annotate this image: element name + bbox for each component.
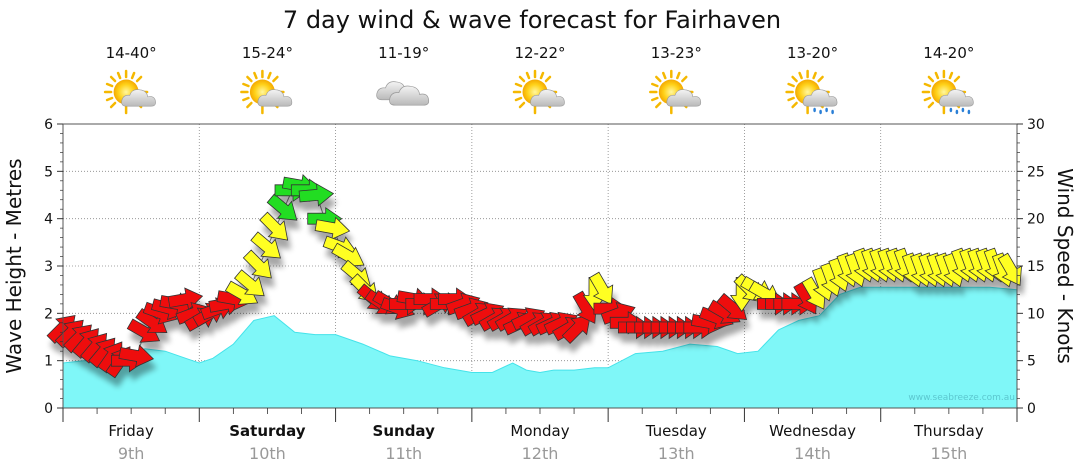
cloudy-icon — [376, 81, 430, 106]
wind-arrow — [997, 252, 1022, 287]
wave-area — [63, 287, 1017, 408]
y2-tick-label: 30 — [1027, 117, 1045, 133]
y-tick-label: 3 — [44, 259, 53, 275]
date-label: 9th — [118, 444, 145, 463]
day-label: Thursday — [913, 422, 984, 440]
wave-height-series — [62, 286, 1018, 408]
partly-cloudy-icon — [240, 69, 293, 115]
wind-arrow — [314, 216, 351, 240]
y2-tick-label: 5 — [1027, 354, 1036, 370]
rain-drop — [831, 109, 834, 115]
partly-cloudy-icon — [103, 69, 156, 115]
showers-icon — [785, 69, 838, 115]
wind-arrow — [298, 183, 335, 207]
plot-area — [46, 123, 1022, 409]
y2-tick-label: 0 — [1027, 401, 1036, 417]
rain-drop — [813, 107, 816, 113]
y-tick-label: 5 — [44, 164, 53, 180]
rain-drops — [813, 107, 834, 115]
wind-arrow — [588, 271, 614, 306]
temp-range: 13-23° — [651, 44, 702, 62]
rain-drop — [967, 109, 971, 115]
date-label: 10th — [249, 444, 286, 463]
wind-arrow — [242, 249, 272, 279]
day-label: Monday — [510, 422, 569, 440]
temp-range: 12-22° — [514, 44, 565, 62]
y-tick-label: 1 — [44, 354, 53, 370]
chart-title: 7 day wind & wave forecast for Fairhaven — [283, 6, 781, 34]
date-label: 11th — [385, 444, 422, 463]
temp-range: 14-20° — [923, 44, 974, 62]
temp-range: 15-24° — [242, 44, 293, 62]
wind-arrow — [259, 211, 289, 241]
rain-drops — [949, 107, 971, 115]
rain-drop — [819, 109, 822, 115]
y-tick-label: 4 — [44, 212, 53, 228]
y-tick-label: 0 — [44, 401, 53, 417]
wind-arrow — [561, 314, 591, 344]
y2-axis-title: Wind Speed - Knots — [1053, 168, 1077, 364]
day-label: Saturday — [229, 422, 306, 440]
temp-range: 11-19° — [378, 44, 429, 62]
wind-arrow — [250, 231, 281, 259]
wave-line — [62, 286, 1018, 374]
y2-tick-label: 10 — [1027, 306, 1045, 322]
rain-drop — [955, 109, 959, 115]
temp-range: 13-20° — [787, 44, 838, 62]
date-label: 13th — [658, 444, 695, 463]
y2-tick-label: 20 — [1027, 212, 1045, 228]
partly-cloudy-icon — [512, 69, 565, 115]
y2-tick-label: 25 — [1027, 164, 1045, 180]
y-tick-label: 6 — [44, 117, 53, 133]
rain-drop — [949, 107, 953, 113]
day-label: Tuesday — [645, 422, 707, 440]
day-label: Sunday — [373, 422, 436, 440]
temp-range: 14-40° — [106, 44, 157, 62]
rain-drop — [825, 107, 828, 113]
y-tick-label: 2 — [44, 306, 53, 322]
wind-arrow — [233, 269, 265, 297]
showers-icon — [921, 69, 974, 115]
watermark: www.seabreeze.com.au — [908, 393, 1015, 403]
wind-arrows-series — [46, 174, 1022, 379]
wind-arrow — [266, 193, 298, 221]
axes: 0 1 2 3 4 5 6 0 5 10 15 20 25 30 Friday 9th Saturday 10th… — [44, 117, 1045, 463]
day-label: Wednesday — [769, 422, 856, 440]
wind-arrow — [118, 344, 155, 368]
rain-drop — [961, 107, 965, 113]
day-label: Friday — [108, 422, 154, 440]
y-axis-title: Wave Height - Metres — [2, 158, 26, 373]
y2-tick-label: 15 — [1027, 259, 1045, 275]
partly-cloudy-icon — [649, 69, 702, 115]
forecast-days-header: 14-40° 15-24° 11-19° 12-22° 13-23° 13-20° 14-2… — [103, 44, 974, 115]
date-label: 12th — [522, 444, 559, 463]
date-label: 15th — [930, 444, 967, 463]
date-label: 14th — [794, 444, 831, 463]
